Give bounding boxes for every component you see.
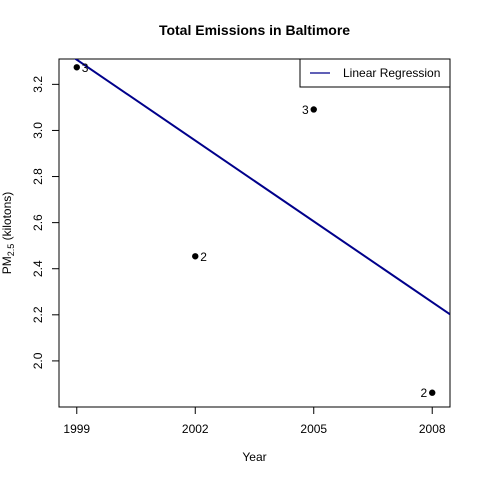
y-tick-label: 3.2 [31,76,45,93]
y-tick-label: 2.0 [31,352,45,369]
data-point [310,106,317,113]
chart-title: Total Emissions in Baltimore [159,22,350,38]
x-axis: 1999 2002 2005 2008 [63,407,446,436]
plot-frame [58,58,451,408]
data-point-label: 3 [82,61,89,75]
legend-entry-label: Linear Regression [343,66,440,80]
data-point [192,253,199,260]
regression-line [73,59,450,316]
y-tick-label: 2.8 [31,168,45,185]
legend: Linear Regression [299,58,451,88]
y-tick-label: 2.6 [31,214,45,231]
data-point-label: 2 [200,250,207,264]
x-tick-label: 1999 [63,422,90,436]
plot-content: 3 2 3 2 [73,59,450,400]
y-tick-label: 2.4 [31,260,45,277]
data-point-label: 2 [421,386,428,400]
data-point [429,389,436,396]
y-tick-label: 3.0 [31,122,45,139]
y-axis: 2.0 2.2 2.4 2.6 2.8 3.0 3.2 [31,76,60,369]
x-axis-label: Year [242,450,266,464]
x-tick-label: 2008 [419,422,446,436]
data-point-label: 3 [302,103,309,117]
y-axis-label-subscript: 2.5 [6,244,16,257]
data-point [73,64,80,71]
y-axis-label-main: PM [0,256,14,274]
y-tick-label: 2.2 [31,306,45,323]
x-tick-label: 2002 [182,422,209,436]
y-axis-label: PM2.5 (kilotons) [0,192,16,275]
x-tick-label: 2005 [300,422,327,436]
y-axis-label-unit: (kilotons) [0,192,14,244]
